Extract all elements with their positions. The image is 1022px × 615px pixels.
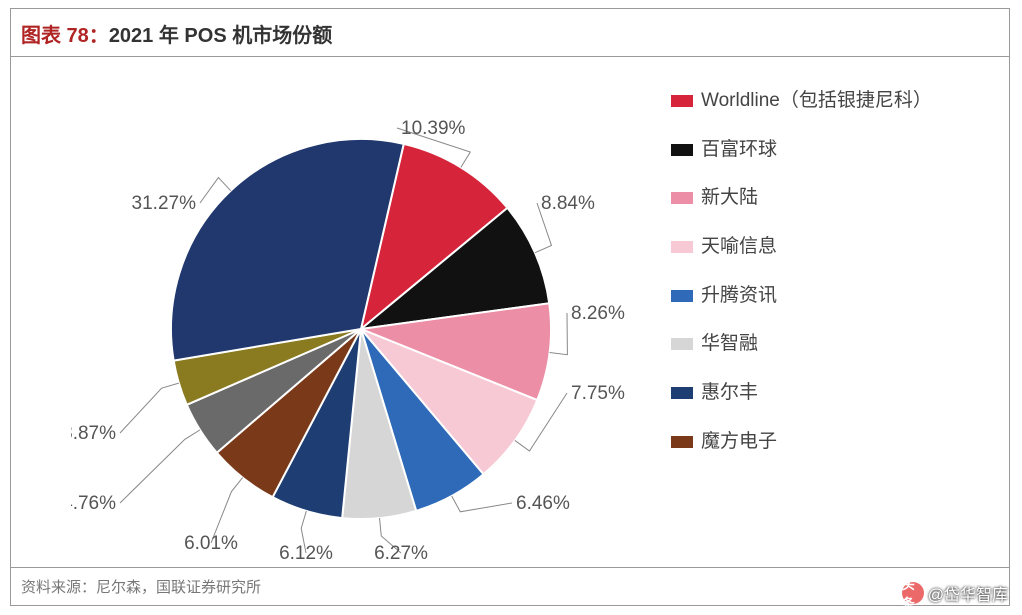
legend-swatch bbox=[671, 338, 693, 350]
slice-label: 6.27% bbox=[374, 543, 428, 564]
leader-line bbox=[120, 383, 179, 433]
chart-area: 10.39%8.84%8.26%7.75%6.46%6.27%6.12%6.01… bbox=[11, 59, 1011, 559]
legend-label: 惠尔丰 bbox=[701, 381, 758, 406]
legend-swatch bbox=[671, 95, 693, 107]
legend-swatch bbox=[671, 387, 693, 399]
legend-item: 魔方电子 bbox=[671, 430, 951, 455]
title-bar: 图表 78：2021 年 POS 机市场份额 bbox=[11, 9, 1009, 57]
title-prefix: 图表 78： bbox=[21, 25, 109, 47]
watermark-icon: 头条 bbox=[902, 582, 924, 604]
legend-swatch bbox=[671, 436, 693, 448]
slice-label: 6.12% bbox=[279, 543, 333, 564]
legend-label: Worldline（包括银捷尼科） bbox=[701, 89, 932, 114]
legend: Worldline（包括银捷尼科） 百富环球新大陆天喻信息升腾资讯华智融惠尔丰魔方… bbox=[671, 89, 951, 479]
watermark: 头条 @岱华智库 bbox=[902, 581, 1008, 605]
legend-item: 惠尔丰 bbox=[671, 381, 951, 406]
slice-label: 31.27% bbox=[132, 193, 197, 214]
legend-label: 天喻信息 bbox=[701, 235, 777, 260]
legend-label: 百富环球 bbox=[701, 138, 777, 163]
leader-line bbox=[452, 496, 512, 512]
legend-item: 百富环球 bbox=[671, 138, 951, 163]
legend-swatch bbox=[671, 192, 693, 204]
legend-label: 华智融 bbox=[701, 332, 758, 357]
slice-label: 4.76% bbox=[71, 493, 116, 514]
chart-frame: 图表 78：2021 年 POS 机市场份额 10.39% 8.84% 8.26% 7… bbox=[10, 8, 1010, 606]
title-text: 2021 年 POS 机市场份额 bbox=[109, 25, 332, 47]
slice-label: 8.84% bbox=[541, 193, 595, 214]
watermark-text: @岱华智库 bbox=[928, 581, 1008, 605]
slice-label: 3.87% bbox=[71, 423, 116, 444]
legend-item: 华智融 bbox=[671, 332, 951, 357]
leader-line bbox=[550, 313, 568, 355]
legend-label: 升腾资讯 bbox=[701, 284, 777, 309]
slice-label: 6.01% bbox=[184, 533, 238, 554]
pie-chart: 10.39% 8.84% 8.26% 7.75% 6.46% 6.27% 6.12% 6.01… bbox=[71, 79, 671, 579]
legend-item: Worldline（包括银捷尼科） bbox=[671, 89, 951, 114]
legend-label: 魔方电子 bbox=[701, 430, 777, 455]
legend-label: 新大陆 bbox=[701, 186, 758, 211]
slice-label: 8.26% bbox=[571, 303, 625, 324]
legend-item: 新大陆 bbox=[671, 186, 951, 211]
slice-label: 7.75% bbox=[571, 383, 625, 404]
footer-source: 资料来源：尼尔森，国联证券研究所 bbox=[11, 567, 1009, 605]
legend-item: 升腾资讯 bbox=[671, 284, 951, 309]
slice-label: 10.39% bbox=[401, 118, 466, 139]
slice-label: 6.46% bbox=[516, 493, 570, 514]
legend-swatch bbox=[671, 290, 693, 302]
legend-swatch bbox=[671, 241, 693, 253]
leader-line bbox=[120, 430, 200, 503]
legend-item: 天喻信息 bbox=[671, 235, 951, 260]
legend-swatch bbox=[671, 144, 693, 156]
